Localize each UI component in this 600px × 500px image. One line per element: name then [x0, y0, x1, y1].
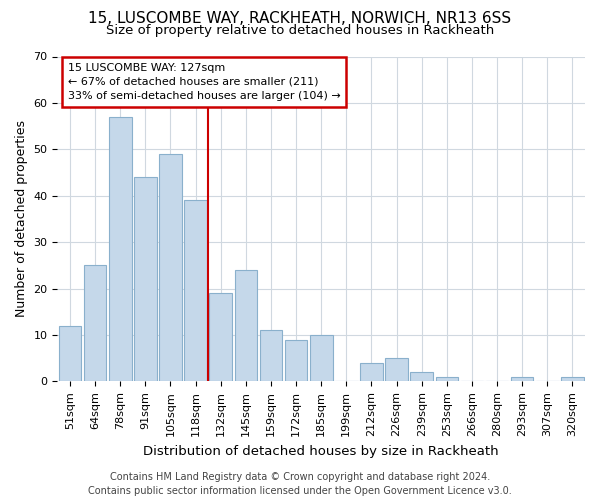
Bar — [360, 363, 383, 382]
Bar — [310, 335, 332, 382]
Text: 15, LUSCOMBE WAY, RACKHEATH, NORWICH, NR13 6SS: 15, LUSCOMBE WAY, RACKHEATH, NORWICH, NR… — [88, 11, 512, 26]
Bar — [436, 377, 458, 382]
Bar — [385, 358, 408, 382]
Bar — [209, 293, 232, 382]
Text: Contains HM Land Registry data © Crown copyright and database right 2024.
Contai: Contains HM Land Registry data © Crown c… — [88, 472, 512, 496]
X-axis label: Distribution of detached houses by size in Rackheath: Distribution of detached houses by size … — [143, 444, 499, 458]
Y-axis label: Number of detached properties: Number of detached properties — [15, 120, 28, 318]
Bar — [59, 326, 81, 382]
Bar — [561, 377, 584, 382]
Bar — [410, 372, 433, 382]
Bar — [134, 177, 157, 382]
Bar — [260, 330, 282, 382]
Text: 15 LUSCOMBE WAY: 127sqm
← 67% of detached houses are smaller (211)
33% of semi-d: 15 LUSCOMBE WAY: 127sqm ← 67% of detache… — [68, 63, 341, 101]
Bar — [84, 266, 106, 382]
Bar — [511, 377, 533, 382]
Bar — [159, 154, 182, 382]
Bar — [109, 117, 131, 382]
Bar — [285, 340, 307, 382]
Bar — [184, 200, 207, 382]
Bar — [235, 270, 257, 382]
Text: Size of property relative to detached houses in Rackheath: Size of property relative to detached ho… — [106, 24, 494, 37]
